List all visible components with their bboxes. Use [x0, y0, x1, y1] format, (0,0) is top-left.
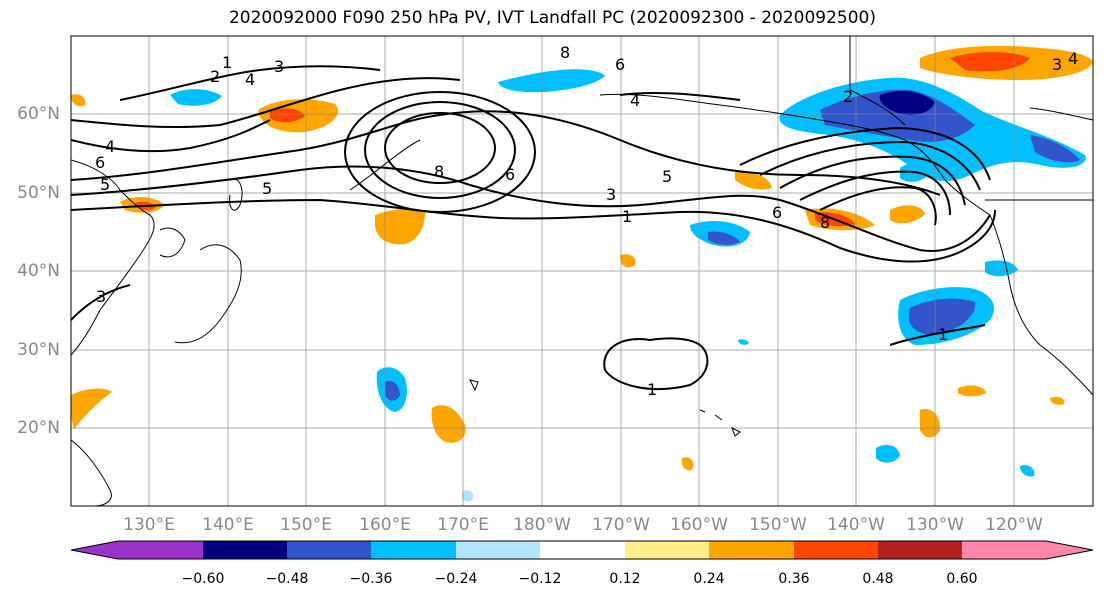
- graticule: [71, 36, 1093, 506]
- svg-text:6: 6: [505, 165, 515, 184]
- colorbar-tick-label: 0.36: [778, 571, 810, 587]
- svg-text:6: 6: [772, 203, 782, 222]
- lon-label: 170°W: [592, 515, 650, 535]
- svg-text:3: 3: [274, 57, 284, 76]
- lon-label: 180°W: [513, 515, 571, 535]
- svg-text:4: 4: [105, 137, 115, 156]
- lon-label: 160°W: [670, 515, 728, 535]
- contour-labels: 1 2 3 4 4 6 5 5 8 6 8 6 4 3 1 5 6 8 2 3 …: [95, 43, 1078, 399]
- svg-text:8: 8: [820, 213, 830, 232]
- svg-text:1: 1: [647, 380, 657, 399]
- svg-text:1: 1: [622, 207, 632, 226]
- coastlines: [71, 36, 1093, 506]
- lon-label: 130°E: [123, 515, 175, 535]
- svg-text:5: 5: [262, 179, 272, 198]
- svg-text:8: 8: [560, 43, 570, 62]
- lon-label: 150°E: [280, 515, 332, 535]
- lon-label: 170°E: [437, 515, 489, 535]
- lon-label: 150°W: [749, 515, 807, 535]
- colorbar-tick-label: 0.60: [946, 571, 978, 587]
- lat-label: 30°N: [17, 340, 60, 360]
- svg-text:3: 3: [96, 287, 106, 306]
- svg-text:4: 4: [245, 70, 255, 89]
- svg-text:1: 1: [938, 325, 948, 344]
- colorbar-tick-label: −0.48: [265, 571, 309, 587]
- lon-label: 140°E: [202, 515, 254, 535]
- svg-text:4: 4: [630, 91, 640, 110]
- svg-text:6: 6: [95, 153, 105, 172]
- colorbar-tick-label: −0.60: [181, 571, 225, 587]
- lon-label: 160°E: [359, 515, 411, 535]
- svg-text:3: 3: [1052, 55, 1062, 74]
- colorbar-tick-label: 0.12: [609, 571, 641, 587]
- svg-text:5: 5: [662, 167, 672, 186]
- svg-text:3: 3: [606, 185, 616, 204]
- chart-title: 2020092000 F090 250 hPa PV, IVT Landfall…: [228, 8, 876, 28]
- svg-text:4: 4: [1068, 49, 1078, 68]
- lat-label: 20°N: [17, 418, 60, 438]
- lon-label: 130°W: [906, 515, 964, 535]
- colorbar-tick-label: −0.36: [349, 571, 393, 587]
- svg-text:2: 2: [843, 87, 853, 106]
- pv-contours: [71, 65, 996, 391]
- colorbar-tick-label: −0.24: [434, 571, 478, 587]
- lat-label: 40°N: [17, 261, 60, 281]
- svg-text:5: 5: [100, 175, 110, 194]
- colorbar-tick-label: 0.24: [693, 571, 725, 587]
- lat-label: 60°N: [17, 104, 60, 124]
- lon-label: 140°W: [827, 515, 885, 535]
- lat-label: 50°N: [17, 183, 60, 203]
- svg-text:8: 8: [434, 162, 444, 181]
- svg-text:2: 2: [210, 67, 220, 86]
- svg-text:1: 1: [222, 53, 232, 72]
- colorbar-tick-label: −0.12: [518, 571, 562, 587]
- colorbar-tick-label: 0.48: [862, 571, 894, 587]
- lon-label: 120°W: [985, 515, 1043, 535]
- svg-text:6: 6: [615, 55, 625, 74]
